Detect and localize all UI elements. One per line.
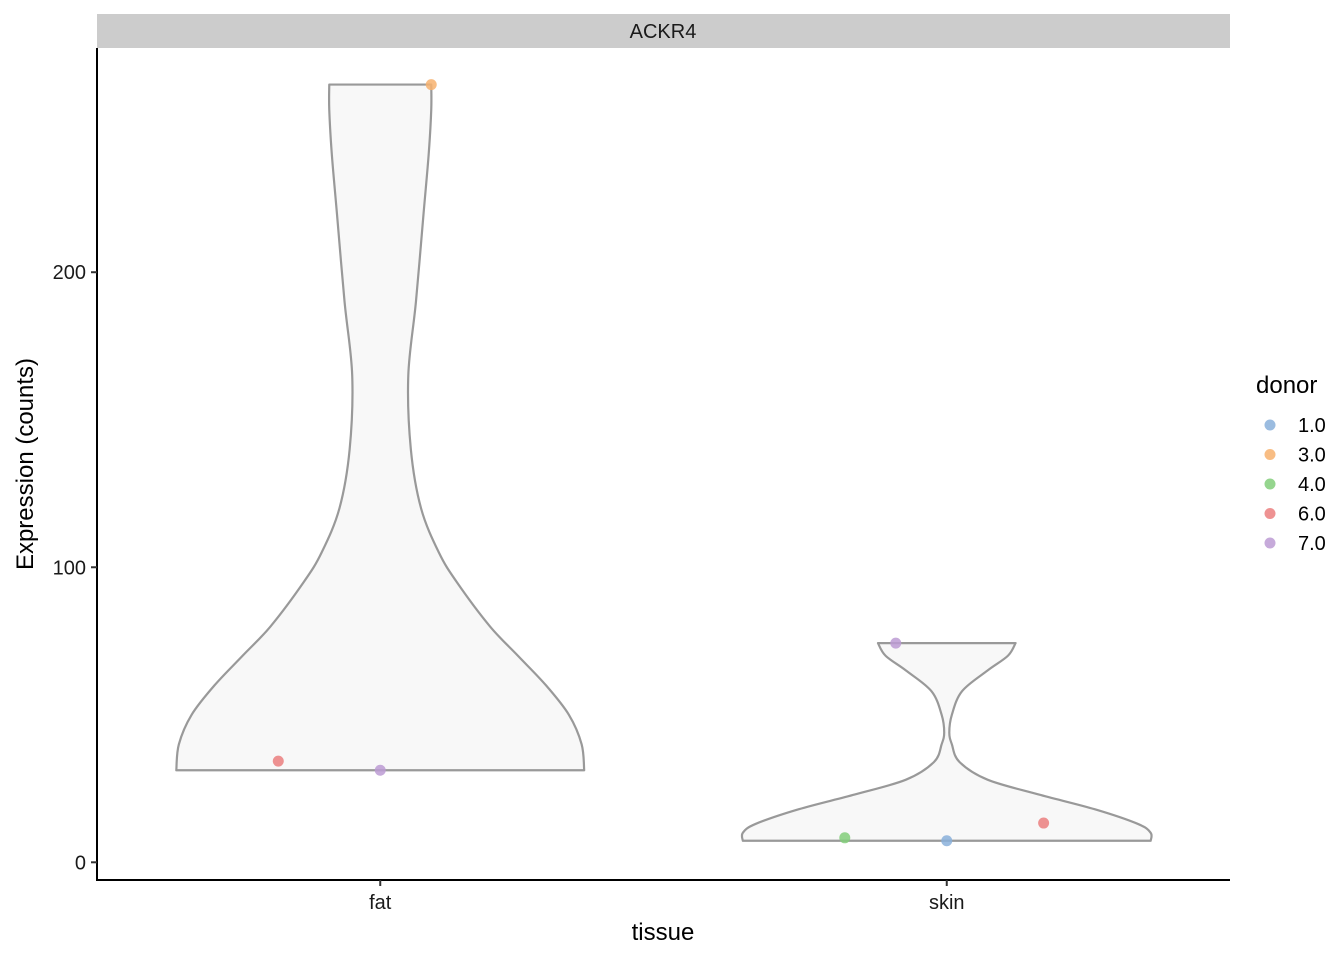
data-points	[272, 79, 1050, 847]
x-tick-label: fat	[369, 892, 392, 914]
data-point	[941, 835, 953, 847]
y-tick-label: 0	[75, 852, 86, 874]
legend-label: 6.0	[1298, 504, 1326, 526]
y-tick-label: 100	[53, 557, 86, 579]
facet-strip-label: ACKR4	[630, 21, 697, 43]
legend-key	[1264, 508, 1276, 519]
legend: donor 1.0 3.0 4.0 6.0 7.0	[1256, 372, 1326, 555]
legend-key	[1264, 537, 1276, 549]
facet-strip-background	[97, 14, 1230, 48]
data-point	[890, 637, 902, 649]
x-tick-label: skin	[929, 892, 965, 914]
violin-skin	[740, 641, 1153, 842]
violin-fat	[175, 83, 586, 772]
data-point	[425, 79, 437, 91]
legend-key	[1264, 449, 1276, 460]
y-axis-title: Expression (counts)	[12, 358, 39, 570]
x-axis-ticks: fat skin	[369, 880, 965, 914]
legend-label: 3.0	[1298, 445, 1326, 467]
violins	[175, 83, 1153, 842]
y-axis-ticks: 0 100 200	[53, 262, 97, 874]
legend-key	[1264, 419, 1276, 431]
data-point	[1038, 817, 1050, 829]
data-point	[374, 764, 386, 776]
legend-label: 7.0	[1298, 533, 1326, 555]
legend-entries: 1.0 3.0 4.0 6.0 7.0	[1264, 415, 1326, 555]
data-point	[839, 832, 851, 844]
y-tick-label: 200	[53, 262, 86, 284]
legend-label: 1.0	[1298, 415, 1326, 437]
legend-label: 4.0	[1298, 474, 1326, 496]
legend-key	[1264, 478, 1276, 490]
data-point	[272, 755, 284, 767]
facet-strip: ACKR4	[97, 14, 1230, 48]
x-axis-title: tissue	[632, 919, 695, 946]
legend-title: donor	[1256, 372, 1317, 399]
